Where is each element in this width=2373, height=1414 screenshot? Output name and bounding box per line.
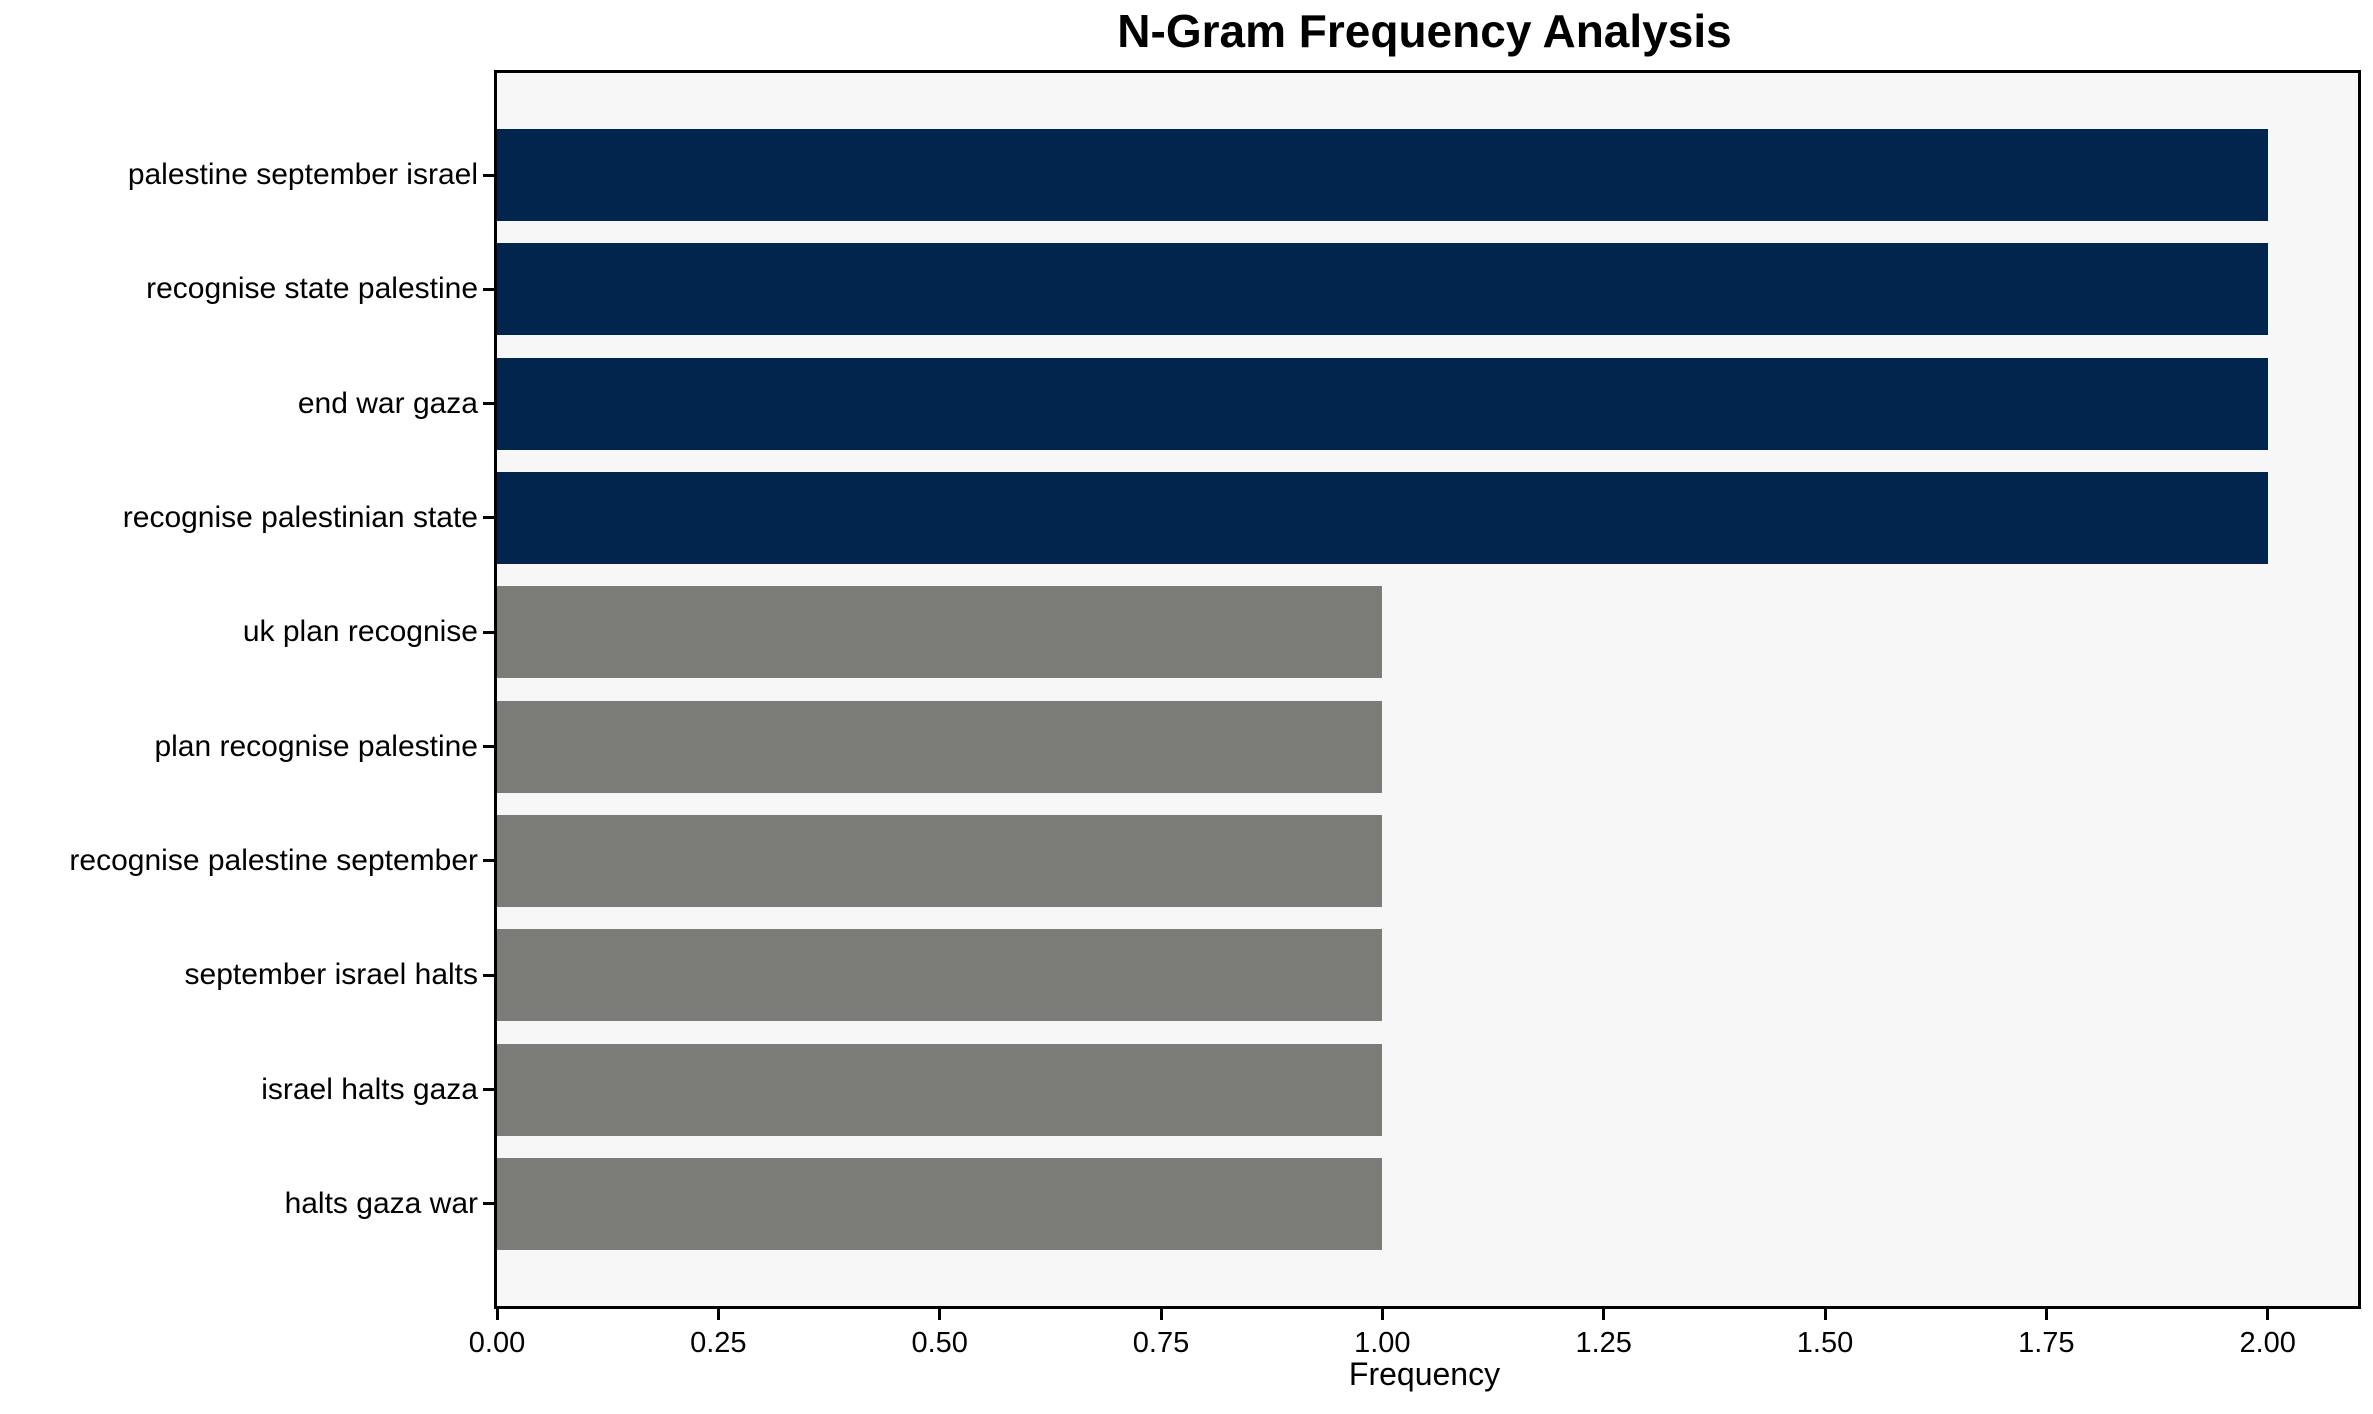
bar-recognise-palestinian-state — [497, 471, 2268, 564]
x-tick-label: 1.25 — [1575, 1327, 1632, 1359]
x-tick-label: 0.50 — [911, 1327, 968, 1359]
y-tick-mark — [483, 630, 494, 634]
y-tick-mark — [483, 859, 494, 863]
bar-september-israel-halts — [497, 929, 1383, 1022]
bar-plan-recognise-palestine — [497, 700, 1383, 793]
y-tick-label: recognise palestinian state — [122, 500, 478, 534]
bar-end-war-gaza — [497, 357, 2268, 450]
bar-recognise-palestine-september — [497, 814, 1383, 907]
x-tick-mark — [2266, 1309, 2270, 1320]
x-tick-mark — [495, 1309, 499, 1320]
y-tick-mark — [483, 973, 494, 977]
x-tick-label: 1.75 — [2018, 1327, 2075, 1359]
plot-area — [494, 70, 2361, 1309]
x-tick-mark — [1380, 1309, 1384, 1320]
y-tick-label: end war gaza — [297, 386, 478, 420]
y-tick-mark — [483, 402, 494, 406]
y-tick-mark — [483, 173, 494, 177]
chart-title: N-Gram Frequency Analysis — [1117, 5, 1732, 57]
x-tick-mark — [1159, 1309, 1163, 1320]
y-tick-mark — [483, 1202, 494, 1206]
x-tick-mark — [2044, 1309, 2048, 1320]
x-tick-label: 0.25 — [690, 1327, 747, 1359]
x-tick-label: 0.00 — [468, 1327, 526, 1359]
y-tick-label: september israel halts — [184, 958, 478, 992]
y-tick-mark — [483, 516, 494, 520]
y-tick-mark — [483, 1088, 494, 1092]
x-tick-label: 2.00 — [2239, 1327, 2296, 1359]
bar-palestine-september-israel — [497, 129, 2268, 221]
y-tick-label: uk plan recognise — [242, 615, 478, 649]
y-tick-label: recognise state palestine — [146, 272, 478, 306]
bar-recognise-state-palestine — [497, 243, 2268, 336]
y-tick-label: israel halts gaza — [261, 1072, 478, 1106]
x-tick-mark — [716, 1309, 720, 1320]
bar-uk-plan-recognise — [497, 586, 1383, 679]
y-tick-mark — [483, 287, 494, 291]
x-axis-label: Frequency — [1348, 1356, 1501, 1392]
y-tick-label: plan recognise palestine — [154, 729, 478, 763]
x-tick-label: 1.50 — [1796, 1327, 1854, 1359]
y-tick-label: palestine september israel — [127, 158, 478, 191]
y-tick-label: recognise palestine september — [69, 843, 478, 877]
y-tick-label: halts gaza war — [284, 1186, 478, 1220]
bar-halts-gaza-war — [497, 1157, 1383, 1250]
x-tick-label: 0.75 — [1132, 1327, 1190, 1359]
x-tick-label: 1.00 — [1354, 1327, 1411, 1359]
x-tick-mark — [1823, 1309, 1827, 1320]
x-tick-mark — [1602, 1309, 1606, 1320]
y-tick-mark — [483, 745, 494, 749]
x-tick-mark — [938, 1309, 942, 1320]
bar-israel-halts-gaza — [497, 1043, 1383, 1136]
